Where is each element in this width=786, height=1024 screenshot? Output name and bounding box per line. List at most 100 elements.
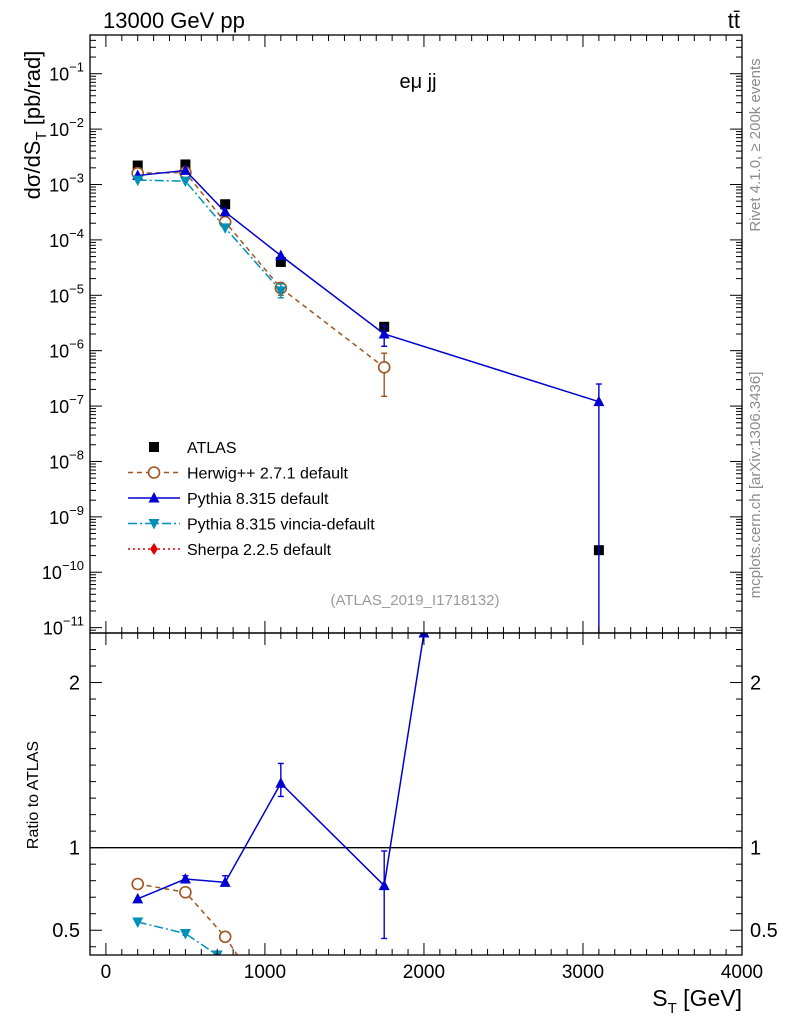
tick-exponent: −7 bbox=[69, 392, 84, 407]
tick-exponent: −6 bbox=[69, 337, 84, 352]
ratio-line-vincia bbox=[137, 921, 218, 955]
tick-base: 10 bbox=[49, 397, 69, 417]
ratio-point-vincia bbox=[132, 917, 144, 928]
legend-atlas-label: ATLAS bbox=[187, 440, 237, 457]
main-point-pythia bbox=[219, 205, 231, 217]
legend-atlas: ATLAS bbox=[149, 440, 237, 457]
tick-base: 10 bbox=[49, 452, 69, 472]
ratio-point-vincia bbox=[179, 929, 191, 940]
main-y-tick-label: 10−8 bbox=[49, 447, 84, 472]
main-line-herwig bbox=[137, 171, 385, 368]
main-point-pythia bbox=[378, 328, 390, 339]
main-panel: 10−110−210−310−410−510−610−710−810−910−1… bbox=[20, 34, 743, 639]
mcplots-label: mcplots.cern.ch [arXiv:1306.3436] bbox=[747, 372, 764, 599]
rivet-label: Rivet 4.1.0, ≥ 200k events bbox=[747, 58, 764, 231]
tick-exponent: −10 bbox=[62, 558, 84, 573]
main-y-tick-label: 10−9 bbox=[49, 503, 84, 528]
tick-base: 10 bbox=[42, 563, 62, 583]
ratio-panel: 2 2 1 1 0.5 0.5 0 1000 2000 3000 4000 Ratio to ATL… bbox=[25, 632, 778, 1017]
ratio-point-herwig bbox=[131, 877, 145, 891]
legend: ATLAS Herwig++ 2.7.1 default Pythia 8.315 … bbox=[128, 440, 375, 559]
ratio-point-herwig bbox=[179, 885, 192, 899]
main-y-tick-label: 10−7 bbox=[49, 392, 84, 417]
ratio-y-axis-title: Ratio to ATLAS bbox=[25, 741, 42, 849]
ratio-point-pythia bbox=[275, 777, 287, 788]
tick-base: 10 bbox=[43, 619, 63, 639]
ratio-point-pythia bbox=[179, 873, 191, 884]
main-y-tick-label: 10−11 bbox=[43, 614, 84, 639]
legend-sherpa-marker bbox=[150, 543, 158, 555]
legend-herwig-marker bbox=[147, 466, 161, 479]
main-point-data bbox=[132, 160, 143, 171]
main-y-axis-title: dσ/dST [pb/rad] bbox=[20, 51, 50, 200]
tick-exponent: −8 bbox=[69, 447, 84, 462]
ratio-y-tick-label: 1 bbox=[69, 838, 80, 860]
main-line-vincia bbox=[137, 179, 282, 292]
analysis-watermark: (ATLAS_2019_I1718132) bbox=[330, 592, 499, 609]
main-series-vincia bbox=[132, 175, 287, 299]
legend-herwig-label: Herwig++ 2.7.1 default bbox=[187, 466, 349, 483]
ratio-y-tick-label-right: 2 bbox=[750, 673, 761, 695]
tick-exponent: −9 bbox=[69, 503, 84, 518]
ratio-series-pythia bbox=[132, 633, 430, 940]
x-tick-label: 4000 bbox=[721, 962, 763, 983]
main-point-data bbox=[275, 256, 286, 267]
legend-sherpa-label: Sherpa 2.2.5 default bbox=[187, 542, 332, 559]
tick-exponent: −3 bbox=[69, 171, 84, 186]
main-point-vincia bbox=[132, 175, 144, 187]
main-point-herwig bbox=[377, 361, 391, 374]
main-point-pythia bbox=[179, 164, 191, 175]
tick-base: 10 bbox=[49, 65, 69, 85]
x-tick-label: 0 bbox=[101, 962, 112, 983]
tick-base: 10 bbox=[49, 176, 69, 196]
ratio-point-pythia bbox=[132, 892, 144, 904]
main-plot-area bbox=[131, 159, 605, 633]
ratio-frame bbox=[89, 632, 743, 956]
legend-vincia: Pythia 8.315 vincia-default bbox=[128, 517, 375, 534]
legend-pythia: Pythia 8.315 default bbox=[128, 491, 329, 508]
main-y-tick-label: 10−6 bbox=[49, 337, 84, 362]
main-point-pythia bbox=[275, 249, 287, 261]
x-tick-label: 2000 bbox=[403, 962, 445, 983]
x-tick-label: 3000 bbox=[562, 962, 604, 983]
main-series-pythia bbox=[132, 164, 605, 633]
legend-atlas-marker bbox=[149, 442, 159, 452]
ratio-line-herwig bbox=[137, 883, 239, 955]
process-label: tt̄ bbox=[728, 8, 740, 33]
channel-label: eμ jj bbox=[399, 71, 436, 93]
ratio-plot-area bbox=[90, 633, 742, 955]
legend-sherpa: Sherpa 2.2.5 default bbox=[128, 542, 332, 559]
main-y-tick-label: 10−2 bbox=[49, 115, 84, 140]
tick-base: 10 bbox=[49, 286, 69, 306]
main-point-vincia bbox=[219, 223, 231, 234]
main-point-pythia bbox=[593, 395, 605, 407]
main-line-pythia bbox=[137, 169, 600, 403]
legend-herwig: Herwig++ 2.7.1 default bbox=[128, 466, 349, 483]
legend-pythia-label: Pythia 8.315 default bbox=[187, 491, 329, 508]
ratio-point-pythia bbox=[378, 879, 390, 891]
main-y-tick-label: 10−4 bbox=[49, 226, 84, 251]
tick-base: 10 bbox=[49, 508, 69, 528]
ratio-line-pythia bbox=[137, 633, 425, 900]
tick-exponent: −2 bbox=[69, 115, 84, 130]
main-y-tick-label: 10−3 bbox=[49, 171, 84, 196]
tick-base: 10 bbox=[49, 342, 69, 362]
ratio-series-herwig bbox=[131, 877, 239, 955]
main-point-vincia bbox=[275, 286, 287, 297]
main-point-vincia bbox=[179, 176, 191, 188]
main-y-tick-label: 10−5 bbox=[49, 281, 84, 306]
main-y-axis: 10−110−210−310−410−510−610−710−810−910−1… bbox=[42, 34, 743, 639]
tick-exponent: −5 bbox=[69, 281, 84, 296]
tick-exponent: −4 bbox=[69, 226, 84, 241]
ratio-y-tick-label: 2 bbox=[69, 673, 80, 695]
ratio-point-pythia bbox=[219, 876, 231, 887]
main-y-tick-label: 10−1 bbox=[49, 60, 84, 85]
legend-pythia-marker bbox=[148, 492, 160, 503]
x-axis-title: ST [GeV] bbox=[652, 985, 742, 1017]
tick-exponent: −11 bbox=[63, 614, 84, 629]
main-point-data bbox=[220, 199, 231, 210]
legend-vincia-label: Pythia 8.315 vincia-default bbox=[187, 517, 375, 534]
ratio-axes: 2 2 1 1 0.5 0.5 0 1000 2000 3000 4000 bbox=[52, 633, 778, 983]
energy-label: 13000 GeV pp bbox=[103, 8, 245, 33]
